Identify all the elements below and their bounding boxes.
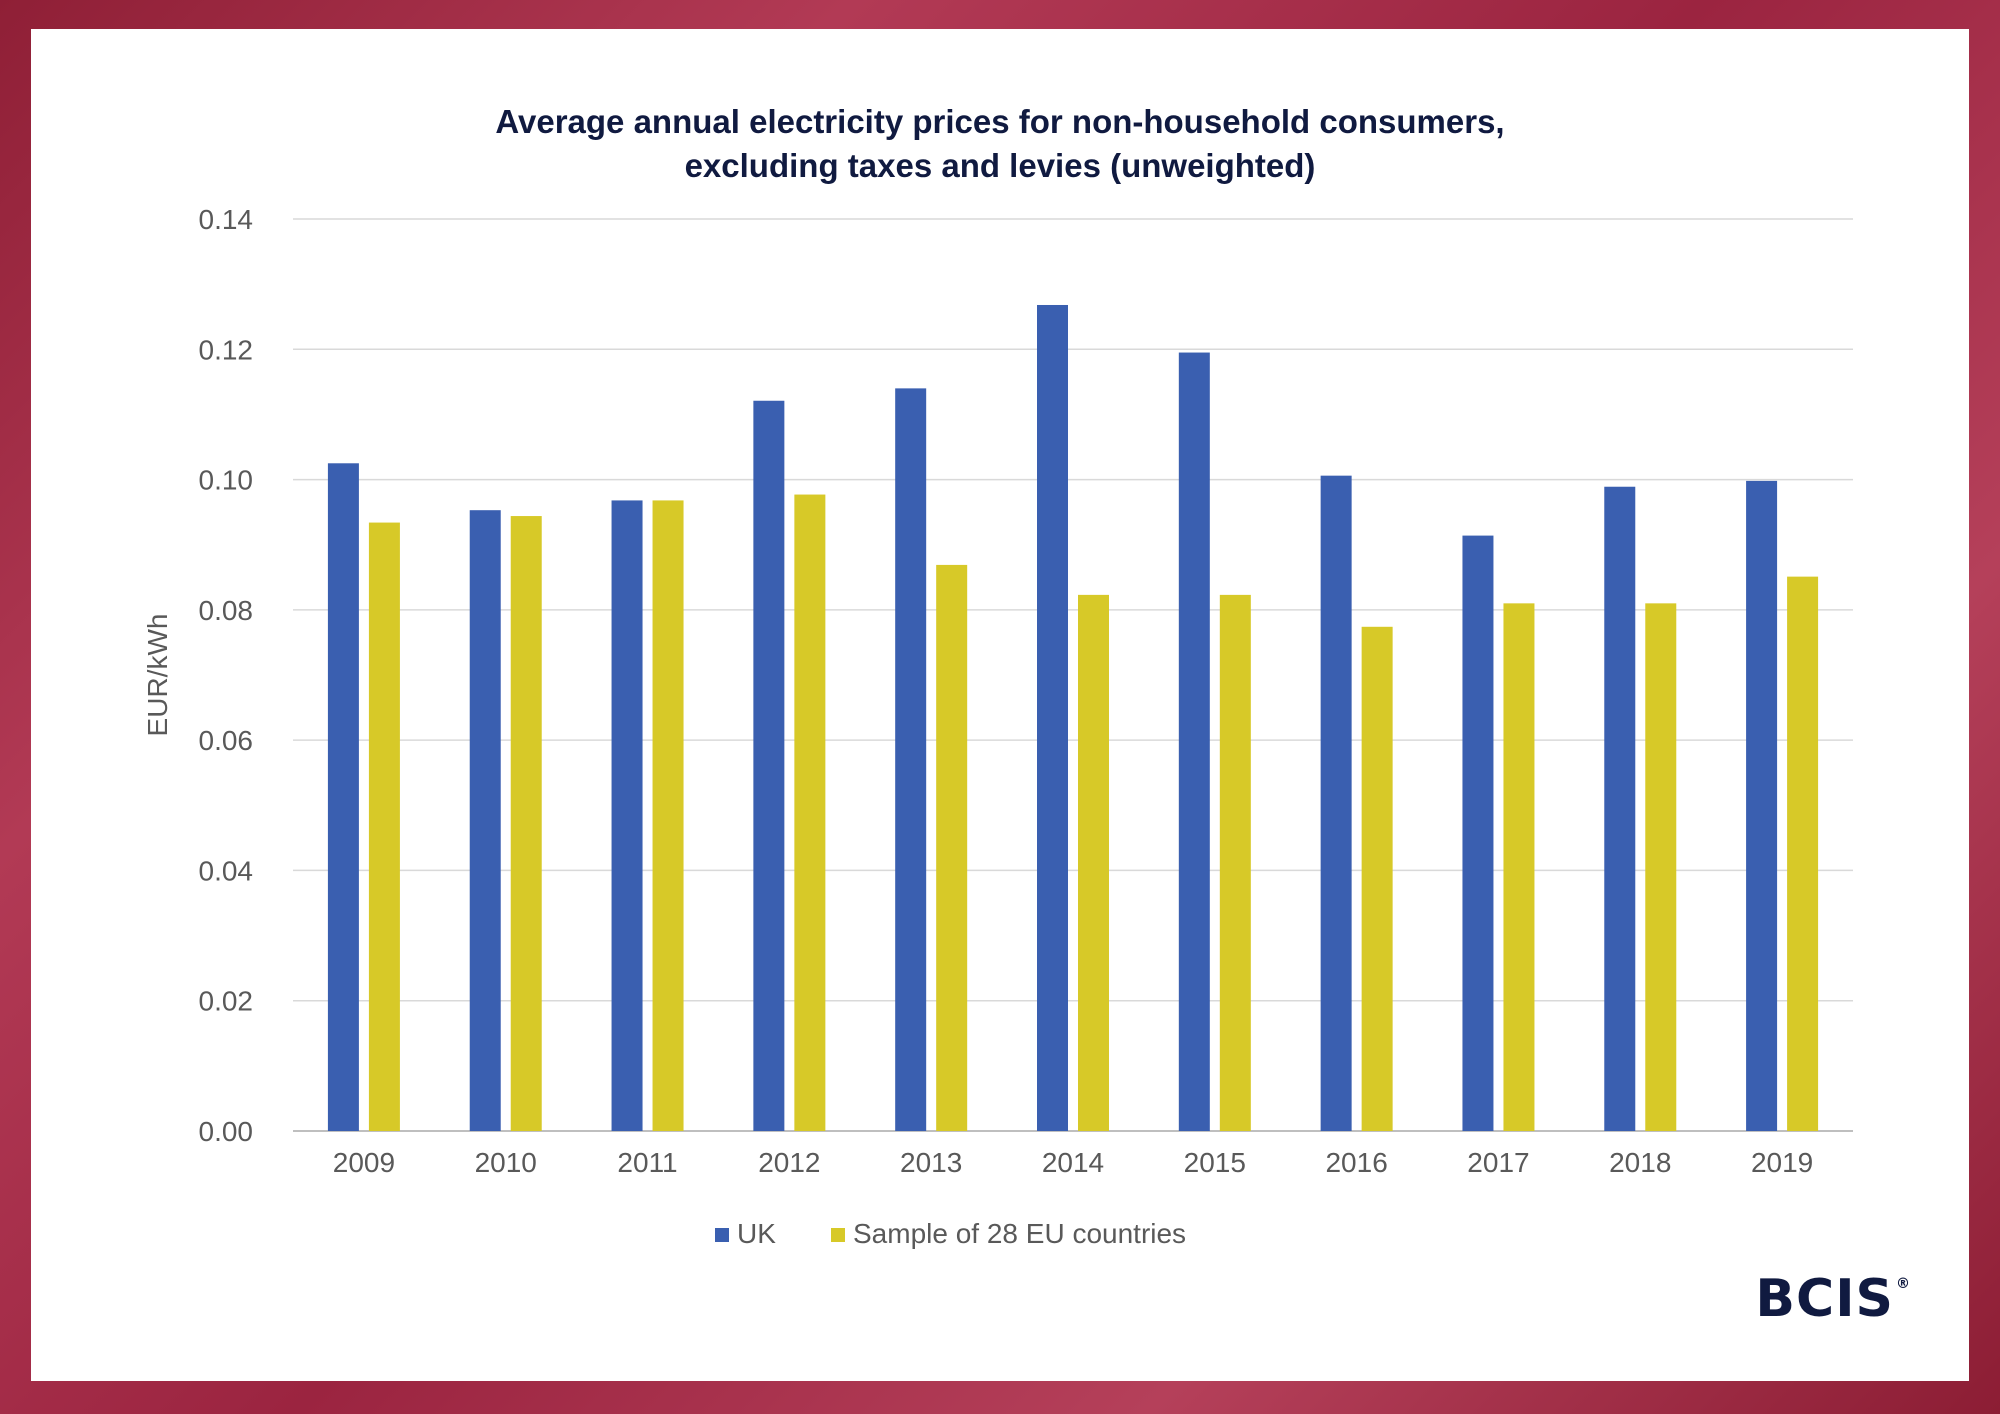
- legend: UK Sample of 28 EU countries: [715, 1218, 1186, 1249]
- y-tick-label: 0.00: [199, 1116, 254, 1147]
- bar-eu-2019: [1787, 576, 1819, 1131]
- chart-panel: Average annual electricity prices for no…: [31, 29, 1969, 1381]
- x-tick-label: 2019: [1751, 1147, 1813, 1178]
- bcis-logo: BCIS ®: [1755, 1269, 1911, 1329]
- bar-eu-2010: [510, 516, 542, 1131]
- bar-eu-2011: [652, 500, 684, 1132]
- legend-label-uk: UK: [737, 1218, 776, 1249]
- bar-uk-2013: [895, 388, 927, 1131]
- bar-eu-2013: [936, 564, 968, 1131]
- x-tick-label: 2009: [333, 1147, 395, 1178]
- bar-uk-2015: [1178, 352, 1210, 1131]
- bar-uk-2016: [1320, 475, 1352, 1132]
- y-tick-label: 0.06: [199, 725, 254, 756]
- x-tick-label: 2013: [900, 1147, 962, 1178]
- bar-chart: Average annual electricity prices for no…: [142, 103, 1853, 1249]
- bar-uk-2014: [1037, 304, 1068, 1131]
- bar-eu-2016: [1361, 626, 1393, 1131]
- bar-uk-2011: [611, 500, 643, 1132]
- x-tick-labels: 2009 2010 2011 2012 2013 2014 2015 2016 2017 2018…: [333, 1147, 1813, 1178]
- y-tick-label: 0.14: [199, 204, 254, 235]
- x-tick-label: 2017: [1467, 1147, 1529, 1178]
- bar-eu-2018: [1645, 603, 1677, 1131]
- legend-label-eu: Sample of 28 EU countries: [853, 1218, 1186, 1249]
- bar-uk-2018: [1604, 486, 1636, 1131]
- x-tick-label: 2012: [758, 1147, 820, 1178]
- x-tick-label: 2015: [1184, 1147, 1246, 1178]
- gridlines: [293, 218, 1853, 1132]
- x-tick-label: 2014: [1042, 1147, 1104, 1178]
- bar-uk-2010: [469, 510, 501, 1131]
- bar-eu-2014: [1078, 594, 1109, 1131]
- bar-eu-2017: [1503, 603, 1535, 1131]
- y-tick-label: 0.04: [199, 855, 254, 886]
- x-tick-label: 2010: [475, 1147, 537, 1178]
- legend-swatch-eu: [831, 1228, 845, 1242]
- x-tick-label: 2018: [1609, 1147, 1671, 1178]
- y-tick-label: 0.12: [199, 334, 254, 365]
- y-axis-label: EUR/kWh: [142, 614, 173, 737]
- bar-uk-2009: [327, 463, 359, 1131]
- legend-swatch-uk: [715, 1228, 729, 1242]
- y-tick-labels: 0.00 0.02 0.04 0.06 0.08 0.10 0.12 0.14: [199, 204, 254, 1147]
- bar-uk-2012: [753, 400, 785, 1132]
- bar-eu-2009: [368, 522, 400, 1131]
- bar-uk-2019: [1746, 480, 1778, 1132]
- chart-title: Average annual electricity prices for no…: [495, 103, 1504, 184]
- bar-eu-2015: [1219, 594, 1251, 1131]
- y-tick-label: 0.02: [199, 986, 254, 1017]
- bars: [327, 304, 1819, 1132]
- x-tick-label: 2016: [1325, 1147, 1387, 1178]
- y-tick-label: 0.10: [199, 465, 254, 496]
- y-tick-label: 0.08: [199, 595, 254, 626]
- chart-title-line: Average annual electricity prices for no…: [495, 103, 1504, 140]
- bar-uk-2017: [1462, 535, 1494, 1131]
- chart-title-line: excluding taxes and levies (unweighted): [685, 147, 1316, 184]
- bar-eu-2012: [794, 494, 826, 1131]
- x-tick-label: 2011: [617, 1147, 677, 1178]
